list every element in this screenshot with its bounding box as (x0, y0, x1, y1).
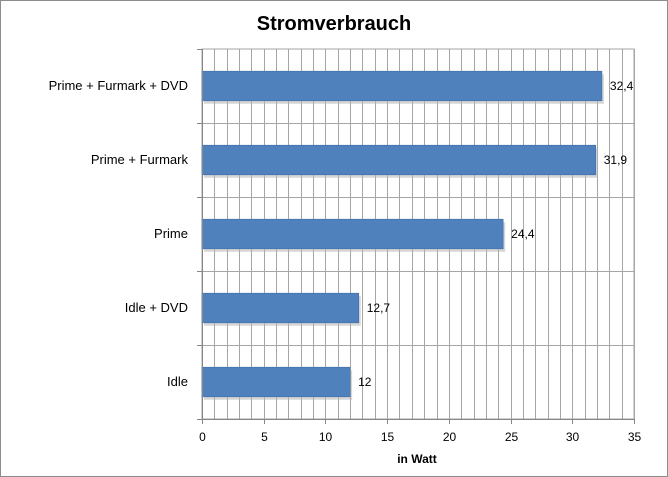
data-label: 12,7 (367, 301, 391, 315)
bar (201, 218, 504, 250)
data-label: 32,4 (610, 79, 634, 93)
x-tick-label: 0 (199, 430, 206, 444)
x-tick-label: 20 (443, 430, 457, 444)
category-label: Prime + Furmark + DVD (49, 78, 188, 93)
category-label: Idle (167, 374, 188, 389)
x-tick-label: 30 (566, 430, 580, 444)
chart-title: Stromverbrauch (256, 13, 412, 35)
bar (201, 144, 597, 176)
x-tick-label: 5 (261, 430, 268, 444)
data-label: 31,9 (604, 153, 628, 167)
x-tick-label: 35 (628, 430, 642, 444)
x-axis-title: in Watt (397, 452, 437, 466)
x-tick-label: 10 (319, 430, 333, 444)
category-label: Prime + Furmark (91, 152, 189, 167)
axes (197, 49, 635, 424)
bars (201, 70, 604, 400)
x-tick-label: 25 (505, 430, 519, 444)
data-label: 24,4 (511, 227, 535, 241)
bar (201, 292, 360, 324)
category-label: Prime (154, 226, 188, 241)
x-tick-label: 15 (381, 430, 395, 444)
bar (201, 366, 351, 398)
labels: 12 Idle 12,7 Idle + DVD 24,4 Prime 31,9 Prime +… (49, 78, 642, 444)
bar (201, 70, 603, 102)
category-label: Idle + DVD (125, 300, 188, 315)
data-label: 12 (358, 375, 372, 389)
